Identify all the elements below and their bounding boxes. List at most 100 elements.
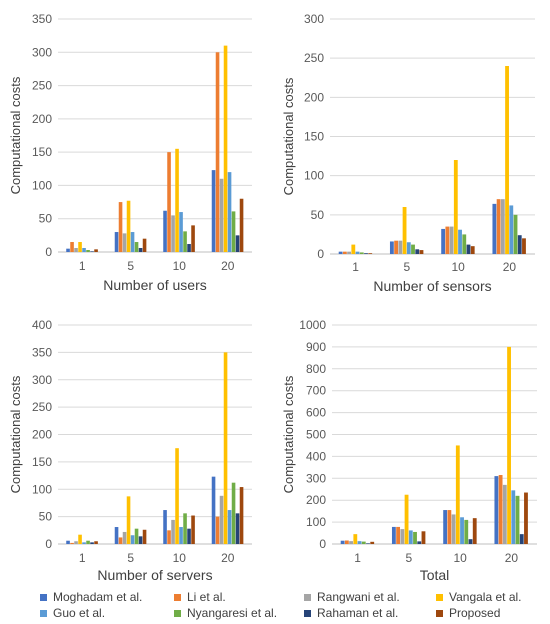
bar	[519, 534, 524, 544]
legend-label: Proposed	[449, 606, 501, 620]
bar	[453, 160, 458, 254]
bar	[370, 541, 375, 544]
chart-servers: 0 50 100 150 200 250 300 350 400 1 5 10 20 Number of …	[0, 312, 270, 587]
bar	[78, 242, 82, 252]
x-tick-label: 1	[354, 551, 361, 565]
bar	[82, 542, 86, 544]
bar	[227, 172, 232, 252]
bar	[391, 526, 396, 544]
bar	[134, 528, 139, 544]
y-axis-title: Computational costs	[8, 76, 23, 194]
bar	[70, 542, 74, 544]
bar	[82, 248, 86, 252]
bar	[231, 482, 236, 544]
bar	[445, 226, 450, 254]
bar	[175, 148, 179, 252]
bar	[472, 518, 477, 544]
bar	[167, 530, 171, 544]
y-tick-label: 400	[306, 449, 326, 463]
bar	[118, 537, 123, 544]
y-tick-label: 0	[45, 537, 52, 551]
bar	[443, 510, 448, 544]
bar	[419, 250, 424, 254]
x-tick-label: 10	[453, 551, 467, 565]
y-tick-label: 150	[32, 145, 52, 159]
y-tick-label: 0	[45, 245, 52, 259]
bar	[138, 248, 143, 252]
y-tick-label: 150	[304, 130, 324, 144]
bar	[163, 210, 167, 252]
y-tick-label: 0	[317, 247, 324, 261]
x-tick-label: 20	[221, 259, 235, 273]
bar	[515, 495, 520, 544]
chart-total-svg: 0 100 200 300 400 500 600 700 800 900 1000 1 5 10 20 To…	[281, 318, 537, 583]
chart-users: 0 50 100 150 200 250 300 350 1 5 10 20 Number of use…	[0, 0, 270, 300]
bar	[235, 513, 240, 544]
y-tick-label: 900	[306, 340, 326, 354]
y-axis-title: Computational costs	[8, 375, 23, 493]
y-tick-label: 800	[306, 362, 326, 376]
bar	[86, 540, 90, 544]
legend-swatch	[40, 609, 47, 617]
bar	[340, 540, 345, 544]
bar	[114, 527, 119, 544]
bar	[74, 248, 78, 252]
legend-swatch	[304, 609, 311, 617]
bar	[134, 242, 139, 252]
legend-label: Moghadam et al.	[53, 590, 143, 604]
y-tick-label: 300	[32, 45, 52, 59]
x-axis-title: Number of users	[103, 277, 206, 293]
bar	[239, 198, 244, 252]
bar	[142, 238, 147, 252]
bar	[70, 242, 74, 252]
legend-item: Nyangaresi et al.	[174, 606, 277, 620]
x-tick-label: 10	[173, 551, 187, 565]
legend: Moghadam et al. Li et al. Rangwani et al…	[0, 586, 550, 624]
legend-item: Vangala et al.	[436, 590, 522, 604]
bar	[462, 234, 467, 254]
chart-total: 0 100 200 300 400 500 600 700 800 900 1000 1 5 10 20 To…	[275, 312, 550, 587]
bar	[353, 534, 358, 544]
x-tick-label: 5	[127, 259, 134, 273]
x-axis-title: Total	[420, 567, 450, 583]
y-tick-label: 350	[32, 12, 52, 26]
y-tick-label: 100	[306, 515, 326, 529]
bar	[524, 492, 528, 544]
legend-item: Rangwani et al.	[304, 590, 400, 604]
legend-swatch	[174, 593, 181, 601]
x-tick-label: 1	[352, 260, 359, 274]
bar	[191, 225, 195, 252]
bar	[449, 226, 454, 254]
bar	[366, 543, 370, 544]
legend-label: Vangala et al.	[449, 590, 522, 604]
y-tick-label: 250	[32, 400, 52, 414]
legend-label: Rangwani et al.	[317, 590, 400, 604]
bar	[402, 207, 407, 254]
bar	[231, 211, 236, 252]
bar	[66, 248, 70, 252]
bar	[223, 352, 228, 544]
bar	[492, 203, 497, 254]
bar	[66, 540, 70, 544]
bar	[235, 235, 240, 252]
bar	[126, 496, 131, 544]
bar	[500, 199, 505, 254]
y-tick-label: 250	[32, 79, 52, 93]
chart-sensors-svg: 0 50 100 150 200 250 300 1 5 10 20 Number of sensor…	[281, 12, 535, 294]
bar	[90, 251, 94, 252]
bar	[179, 212, 183, 252]
bar	[122, 233, 127, 252]
y-axis-title: Computational costs	[281, 375, 296, 493]
bar	[394, 240, 399, 254]
y-tick-label: 200	[306, 493, 326, 507]
bar	[191, 515, 195, 544]
bar	[505, 66, 509, 254]
x-tick-label: 20	[503, 260, 517, 274]
bar	[361, 541, 366, 544]
legend-swatch	[40, 593, 47, 601]
bar	[441, 228, 446, 254]
bar	[211, 170, 216, 252]
y-tick-label: 50	[39, 510, 53, 524]
y-tick-label: 300	[32, 373, 52, 387]
bar	[496, 199, 501, 254]
